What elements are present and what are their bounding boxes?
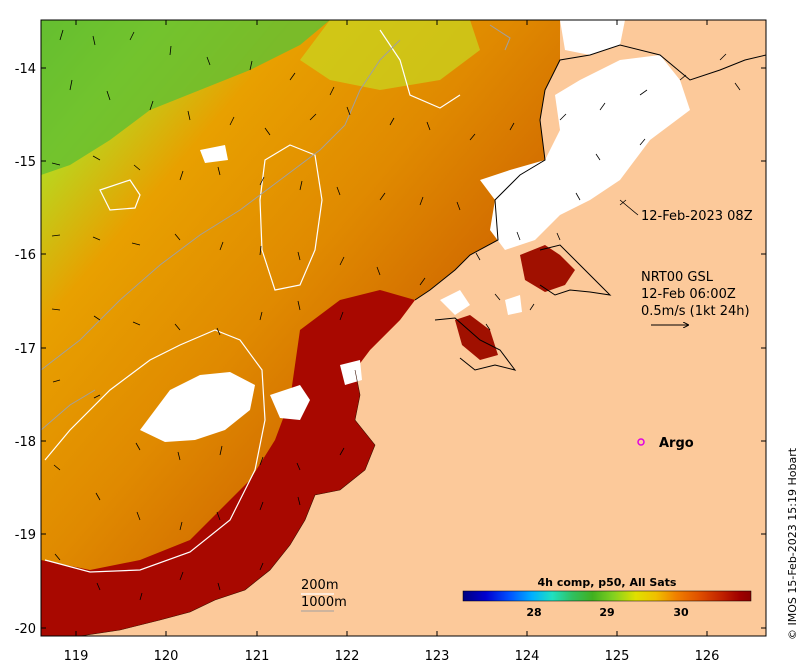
- warm-nearshore-water: [41, 290, 415, 636]
- isobath-200m-label: 200m: [301, 578, 338, 593]
- colorbar-title: 4h comp, p50, All Sats: [538, 576, 677, 589]
- cloud-gap: [140, 372, 255, 442]
- isobath-200m: [44, 329, 266, 573]
- y-tick-label: -20: [15, 622, 36, 637]
- x-tick-label: 125: [605, 649, 630, 664]
- coastline: [434, 317, 517, 371]
- coastline: [539, 244, 612, 296]
- x-tick-label: 121: [245, 649, 270, 664]
- current-time-label: 12-Feb 06:00Z: [641, 287, 736, 302]
- ocean-sst-field: [41, 20, 560, 636]
- timestamp-leader: [619, 199, 639, 216]
- plot-frame: [40, 19, 767, 637]
- timestamp-label: 12-Feb-2023 08Z: [641, 209, 753, 224]
- warm-bay-patch: [520, 245, 575, 292]
- cloud-gap: [505, 295, 522, 315]
- x-tick-label: 122: [335, 649, 360, 664]
- isobath-1000m-label: 1000m: [301, 595, 347, 610]
- cloud-gap: [200, 145, 228, 163]
- y-tick-label: -15: [15, 155, 36, 170]
- colorbar-tick-label: 29: [599, 606, 614, 619]
- current-source-label: NRT00 GSL: [641, 270, 714, 285]
- x-tick-label: 119: [64, 649, 89, 664]
- isobath-1000m: [41, 389, 96, 431]
- colorbar: [462, 590, 752, 602]
- x-tick-label: 124: [515, 649, 540, 664]
- isobath-200m: [379, 29, 461, 109]
- x-tick-label: 126: [695, 649, 720, 664]
- cloud-gap: [440, 290, 470, 315]
- cloud-gap: [560, 20, 625, 55]
- current-scale-label: 0.5m/s (1kt 24h): [641, 304, 750, 319]
- coastline: [414, 44, 766, 301]
- axis-tick-marks: [41, 20, 766, 636]
- isobath-1000m: [41, 39, 401, 371]
- cloud-gap: [480, 55, 690, 250]
- isobath-1000m: [489, 24, 511, 51]
- isobath-200m: [99, 179, 141, 211]
- y-tick-label: -17: [15, 342, 36, 357]
- argo-marker[interactable]: [637, 438, 645, 446]
- x-tick-label: 120: [154, 649, 179, 664]
- y-tick-label: -19: [15, 528, 36, 543]
- y-tick-label: -16: [15, 248, 36, 263]
- y-tick-label: -18: [15, 435, 36, 450]
- cloud-gap: [270, 385, 310, 420]
- current-vector-field: [51, 29, 741, 601]
- x-tick-label: 123: [425, 649, 450, 664]
- isobath-200m: [259, 144, 323, 291]
- coastline: [79, 369, 376, 636]
- cool-water-patch: [41, 20, 330, 175]
- y-tick-label: -14: [15, 62, 36, 77]
- imos-credit: © IMOS 15-Feb-2023 15:19 Hobart: [786, 447, 799, 640]
- colorbar-tick-label: 30: [673, 606, 689, 619]
- colorbar-tick-label: 28: [526, 606, 541, 619]
- warm-green-patch: [300, 20, 480, 90]
- argo-label: Argo: [659, 436, 694, 451]
